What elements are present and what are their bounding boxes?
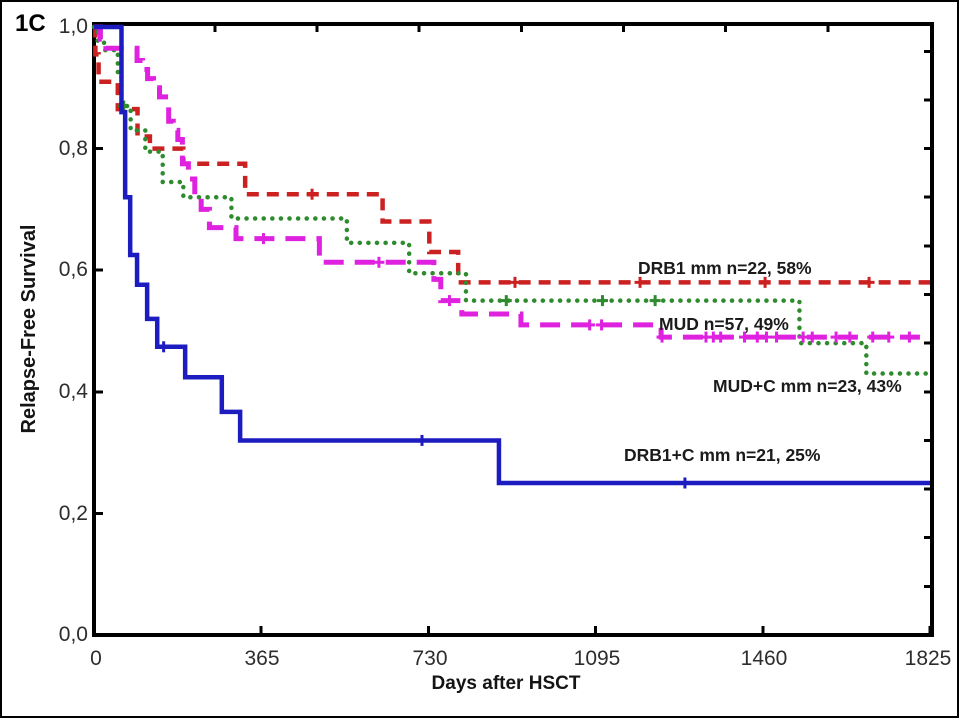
curve-mud <box>94 24 930 340</box>
ytick-label: 0,0 <box>58 623 88 646</box>
ytick-label: 0,2 <box>58 502 88 525</box>
xtick-label: 1460 <box>740 647 788 670</box>
series-label-mud-c-mm: MUD+C mm n=23, 43% <box>713 376 902 396</box>
series-label-drb1-mm: DRB1 mm n=22, 58% <box>638 258 812 278</box>
xtick-label: 365 <box>244 647 280 670</box>
censor-marks-drb1-c-mm <box>158 341 691 489</box>
panel-label: 1C <box>15 10 46 37</box>
curve-mud-c-mm <box>91 24 933 376</box>
curve-drb1-mm <box>93 24 930 285</box>
axis-box <box>92 22 934 637</box>
censor-marks-drb1-mm <box>306 188 875 288</box>
ytick-label: 0,8 <box>58 137 88 160</box>
x-axis-title: Days after HSCT <box>431 673 581 694</box>
xtick-label: 1825 <box>904 647 952 670</box>
series-label-drb1-c-mm: DRB1+C mm n=21, 25% <box>624 445 821 465</box>
xtick-label: 0 <box>90 647 102 670</box>
curve-drb1-c-mm <box>94 24 930 486</box>
y-axis-title: Relapse-Free Survival <box>18 224 40 434</box>
series-label-mud: MUD n=57, 49% <box>659 314 789 334</box>
xtick-label: 730 <box>412 647 448 670</box>
censor-marks-mud <box>257 233 915 343</box>
ytick-label: 1,0 <box>58 15 88 38</box>
xtick-label: 1095 <box>573 647 621 670</box>
ytick-label: 0,4 <box>58 380 88 403</box>
ytick-label: 0,6 <box>58 258 88 281</box>
